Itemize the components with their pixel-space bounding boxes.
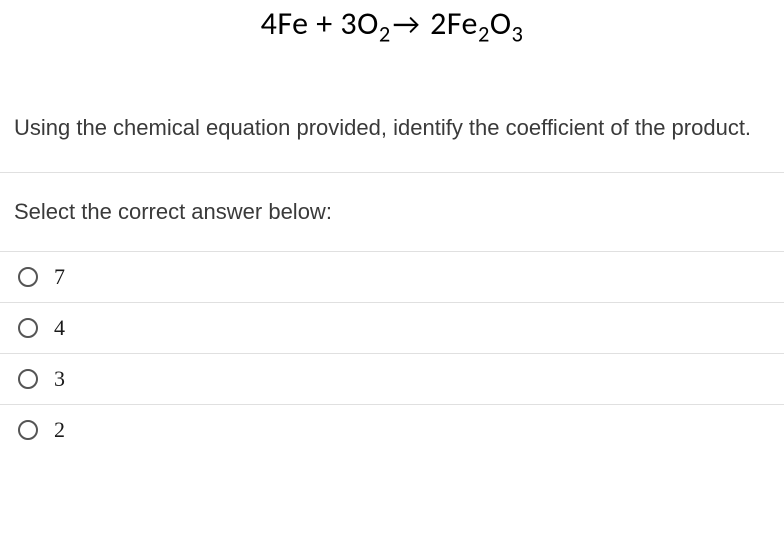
term1-coeff: 4 [261,4,278,43]
radio-icon [18,267,38,287]
chemical-equation: 4Fe + 3O2→ 2Fe2O3 [261,4,524,43]
option-label: 3 [54,366,65,392]
option-7[interactable]: 7 [0,251,784,302]
radio-icon [18,420,38,440]
radio-icon [18,318,38,338]
term2-coeff: 3 [340,4,357,43]
term2-subscript: 2 [379,21,391,48]
option-label: 2 [54,417,65,443]
term2-symbol: O [357,4,379,43]
question-text: Using the chemical equation provided, id… [0,108,784,172]
option-2[interactable]: 2 [0,404,784,455]
option-3[interactable]: 3 [0,353,784,404]
product-sub1: 2 [478,21,490,48]
option-label: 4 [54,315,65,341]
product-sub2: 3 [512,21,524,48]
product-symbol1: Fe [447,4,478,43]
product-symbol2: O [490,4,512,43]
plus-sign: + [316,4,332,43]
options-list: 7 4 3 2 [0,251,784,455]
prompt-text: Select the correct answer below: [0,173,784,251]
option-4[interactable]: 4 [0,302,784,353]
product-coeff: 2 [430,4,447,43]
option-label: 7 [54,264,65,290]
term1-symbol: Fe [277,4,308,43]
arrow-icon: → [393,6,421,43]
radio-icon [18,369,38,389]
equation-area: 4Fe + 3O2→ 2Fe2O3 [0,0,784,108]
